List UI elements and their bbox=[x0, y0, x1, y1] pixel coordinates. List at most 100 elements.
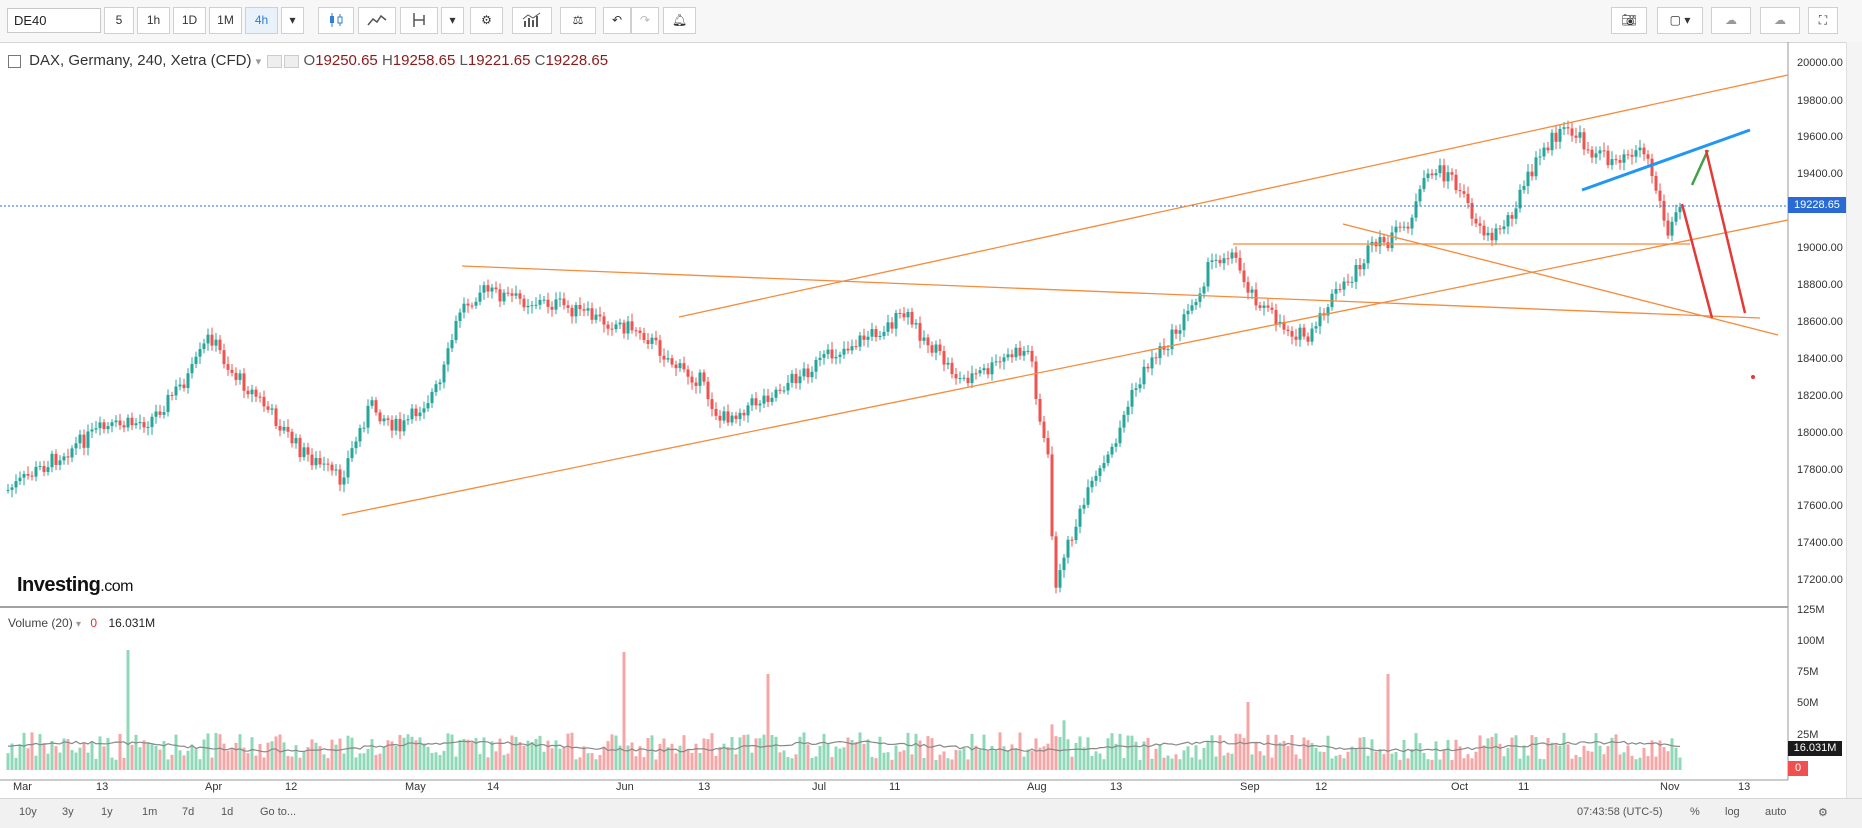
volume-bar bbox=[642, 757, 646, 770]
candle-body bbox=[1294, 336, 1298, 340]
candle-body bbox=[1566, 127, 1570, 129]
candle-body bbox=[682, 363, 686, 370]
range-1d-button[interactable]: 1d bbox=[221, 806, 234, 818]
price-chart[interactable] bbox=[0, 42, 1862, 827]
interval-1h-button[interactable]: 1h bbox=[137, 7, 170, 34]
time-tick: Mar bbox=[13, 781, 32, 793]
cloud-save-icon[interactable]: ☁ bbox=[1760, 7, 1800, 34]
volume-bar bbox=[902, 750, 906, 770]
legend-dropdown-icon[interactable]: ▾ bbox=[255, 56, 262, 68]
candle-body bbox=[834, 356, 838, 359]
candle-body bbox=[10, 487, 14, 490]
line-chart-icon[interactable] bbox=[358, 7, 396, 34]
candle-body bbox=[1634, 150, 1638, 157]
range-3y-button[interactable]: 3y bbox=[62, 806, 74, 818]
collapse-icon[interactable] bbox=[8, 54, 21, 68]
volume-bar bbox=[1458, 746, 1462, 770]
volume-bar bbox=[330, 739, 334, 770]
candle-body bbox=[542, 299, 546, 301]
range-1y-button[interactable]: 1y bbox=[101, 806, 113, 818]
compare-scale-icon[interactable]: ⚖ bbox=[560, 7, 596, 34]
volume-value: 16.031M bbox=[108, 616, 156, 630]
candle-body bbox=[1126, 406, 1130, 415]
legend-settings-icon[interactable] bbox=[267, 54, 283, 68]
candle-body bbox=[1090, 480, 1094, 488]
interval-dropdown-icon[interactable]: ▾ bbox=[281, 7, 304, 34]
volume-bar bbox=[1422, 752, 1426, 770]
undo-icon[interactable]: ↶ bbox=[603, 7, 631, 34]
drawing-tools-icon[interactable] bbox=[400, 7, 438, 34]
range-1m-button[interactable]: 1m bbox=[142, 806, 158, 818]
price-tick: 17400.00 bbox=[1797, 537, 1843, 549]
time-tick: Jun bbox=[616, 781, 634, 793]
candle-body bbox=[486, 285, 490, 292]
volume-bar bbox=[1294, 754, 1298, 770]
candle-body bbox=[702, 372, 706, 382]
volume-bar bbox=[1126, 735, 1130, 770]
alert-bell-icon[interactable]: 🔔︎ bbox=[663, 7, 696, 34]
volume-bar bbox=[814, 756, 818, 770]
candle-body bbox=[218, 339, 222, 351]
candle-body bbox=[1306, 336, 1310, 342]
candle-body bbox=[1502, 226, 1506, 230]
volume-bar bbox=[1026, 749, 1030, 770]
candle-body bbox=[502, 292, 506, 302]
candle-body bbox=[406, 419, 410, 421]
cloud-load-icon[interactable]: ☁ bbox=[1711, 7, 1751, 34]
interval-1m-button[interactable]: 1M bbox=[209, 7, 242, 34]
layout-icon[interactable]: ▢ ▾ bbox=[1657, 7, 1703, 34]
volume-bar bbox=[186, 750, 190, 770]
symbol-input[interactable]: DE40 bbox=[7, 8, 101, 33]
candle-body bbox=[278, 425, 282, 431]
candle-body bbox=[626, 321, 630, 334]
candle-body bbox=[766, 395, 770, 402]
volume-bar bbox=[154, 745, 158, 770]
goto-button[interactable]: Go to... bbox=[260, 806, 297, 818]
volume-bar bbox=[1582, 745, 1586, 770]
candle-body bbox=[1594, 153, 1598, 158]
volume-bar bbox=[890, 759, 894, 770]
redo-icon[interactable]: ↷ bbox=[631, 7, 659, 34]
price-tick: 19800.00 bbox=[1797, 95, 1843, 107]
candle-body bbox=[282, 426, 286, 431]
interval-1d-button[interactable]: 1D bbox=[173, 7, 206, 34]
candle-body bbox=[78, 434, 82, 444]
candle-body bbox=[1186, 310, 1190, 315]
fullscreen-icon[interactable]: ⛶ bbox=[1808, 7, 1838, 34]
settings-gear-icon[interactable]: ⚙ bbox=[1818, 807, 1828, 819]
candle-body bbox=[1478, 223, 1482, 226]
volume-bar bbox=[1526, 755, 1530, 770]
legend-hide-icon[interactable] bbox=[284, 54, 300, 68]
volume-bar bbox=[922, 757, 926, 770]
percent-toggle[interactable]: % bbox=[1690, 806, 1700, 818]
settings-gear-icon[interactable]: ⚙ bbox=[470, 7, 503, 34]
volume-bar bbox=[1394, 751, 1398, 770]
candle-body bbox=[426, 403, 430, 409]
volume-dropdown-icon[interactable]: ▾ bbox=[76, 619, 82, 630]
interval-5-button[interactable]: 5 bbox=[104, 7, 134, 34]
interval-4h-button[interactable]: 4h bbox=[245, 7, 278, 34]
candle-body bbox=[398, 418, 402, 432]
candle-body bbox=[446, 348, 450, 365]
volume-bar bbox=[1662, 747, 1666, 770]
drawing-dropdown-icon[interactable]: ▾ bbox=[441, 7, 464, 34]
candle-body bbox=[1194, 301, 1198, 306]
range-10y-button[interactable]: 10y bbox=[19, 806, 37, 818]
candle-body bbox=[434, 384, 438, 393]
volume-bar bbox=[30, 732, 34, 770]
volume-bar bbox=[1018, 732, 1022, 770]
indicators-icon[interactable] bbox=[512, 7, 552, 34]
volume-bar bbox=[1342, 758, 1346, 770]
volume-bar bbox=[1654, 756, 1658, 770]
volume-bar bbox=[50, 740, 54, 770]
camera-icon[interactable]: 📷︎ bbox=[1611, 7, 1647, 34]
range-7d-button[interactable]: 7d bbox=[182, 806, 195, 818]
candle-body bbox=[882, 331, 886, 336]
log-toggle[interactable]: log bbox=[1725, 806, 1740, 818]
auto-toggle[interactable]: auto bbox=[1765, 806, 1787, 818]
candle-body bbox=[22, 474, 26, 478]
candle-body bbox=[1578, 132, 1582, 138]
right-scrollbar[interactable] bbox=[1846, 42, 1862, 798]
candles-icon[interactable] bbox=[318, 7, 354, 34]
candle-body bbox=[1274, 309, 1278, 325]
